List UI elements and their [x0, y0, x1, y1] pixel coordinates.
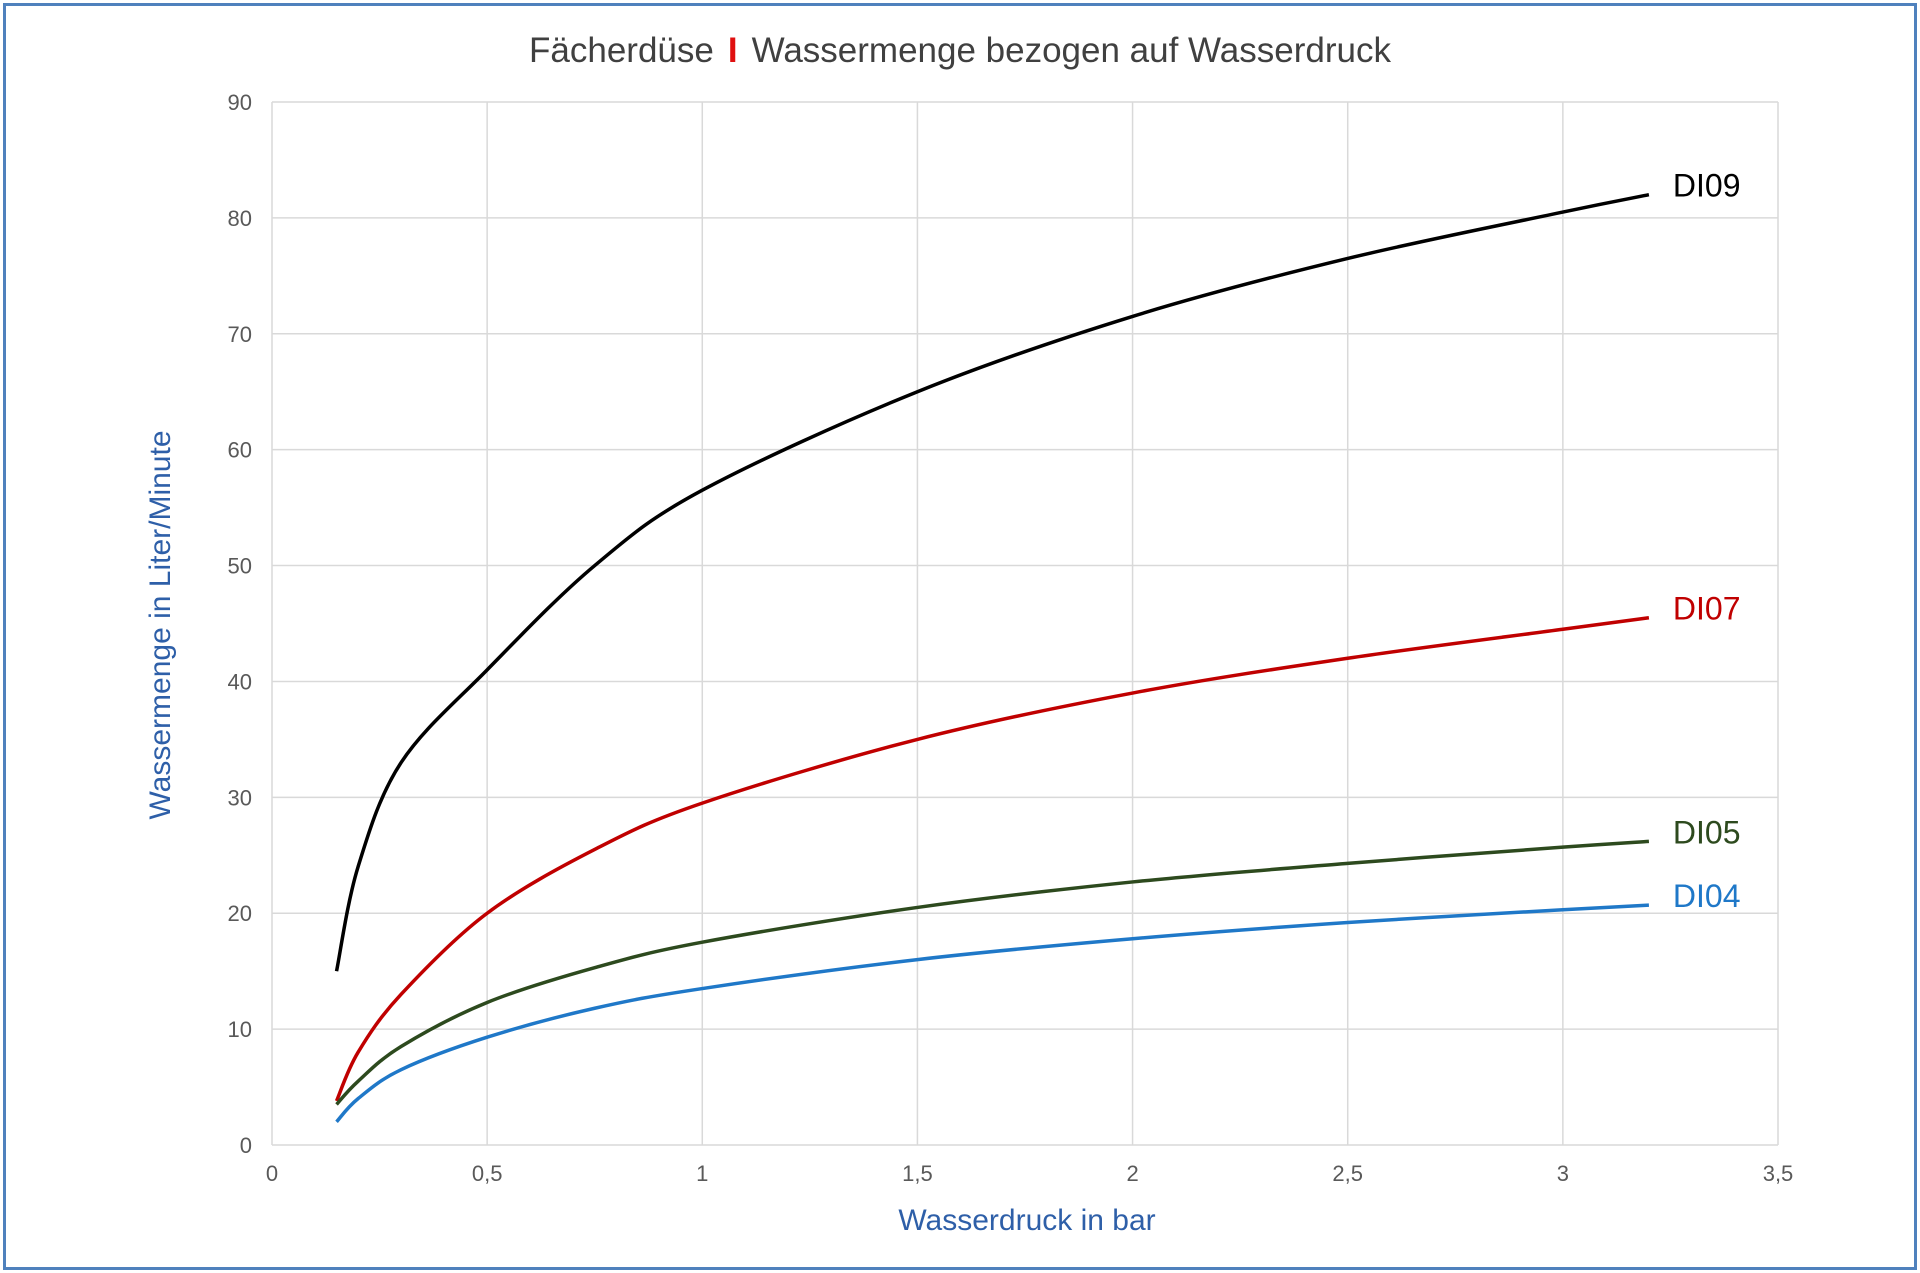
- series-line-di07: [334, 615, 1650, 1102]
- y-tick-label: 90: [228, 90, 252, 115]
- chart-title-part1: Fächerdüse: [529, 31, 714, 70]
- chart-frame: [3, 3, 1917, 1270]
- series-line-di05: [335, 839, 1650, 1106]
- series-line-di04: [335, 903, 1650, 1124]
- chart-title: Fächerdüse I Wassermenge bezogen auf Was…: [529, 31, 1391, 70]
- tick-labels: 0 0,5 1 1,5 2 2,5 3 3,5 0 10 20 30 40 50 60 70 80 90: [228, 90, 1794, 1186]
- x-tick-label: 0,5: [472, 1161, 503, 1186]
- y-tick-label: 20: [228, 901, 252, 926]
- series-label-di09: DI09: [1673, 168, 1741, 204]
- x-tick-label: 1,5: [902, 1161, 933, 1186]
- y-axis-label: Wassermenge in Liter/Minute: [144, 430, 177, 819]
- y-tick-label: 30: [228, 785, 252, 810]
- x-tick-label: 3: [1557, 1161, 1569, 1186]
- series-line-di09: [334, 192, 1650, 972]
- y-tick-label: 50: [228, 554, 252, 579]
- y-tick-label: 0: [240, 1133, 252, 1158]
- y-tick-label: 40: [228, 669, 252, 694]
- series-label-di04: DI04: [1673, 878, 1741, 914]
- series-label-di07: DI07: [1673, 591, 1741, 627]
- x-tick-label: 3,5: [1763, 1161, 1794, 1186]
- y-tick-label: 60: [228, 438, 252, 463]
- y-tick-label: 70: [228, 322, 252, 347]
- series-labels: DI09 DI07 DI05 DI04: [1673, 168, 1741, 914]
- chart-title-separator: I: [728, 31, 738, 70]
- series-label-di05: DI05: [1673, 814, 1741, 850]
- x-axis-label: Wasserdruck in bar: [898, 1204, 1155, 1237]
- x-tick-label: 1: [696, 1161, 708, 1186]
- x-tick-label: 0: [266, 1161, 278, 1186]
- x-tick-label: 2: [1126, 1161, 1138, 1186]
- chart-title-part2: Wassermenge bezogen auf Wasserdruck: [752, 31, 1392, 70]
- y-tick-label: 80: [228, 206, 252, 231]
- series-lines: [334, 192, 1650, 1124]
- y-tick-label: 10: [228, 1017, 252, 1042]
- x-tick-label: 2,5: [1332, 1161, 1363, 1186]
- grid: [271, 101, 1779, 1146]
